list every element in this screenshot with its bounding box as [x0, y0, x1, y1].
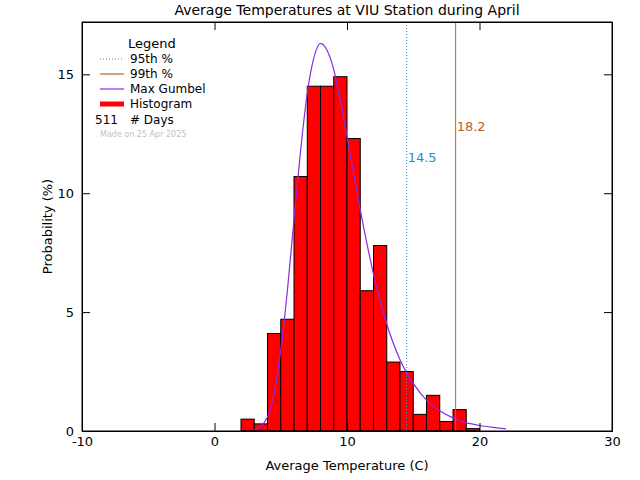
tick-mark	[604, 312, 612, 313]
gumbel-line	[254, 43, 506, 430]
histogram-bar	[294, 177, 307, 431]
tick-mark	[480, 423, 481, 431]
tick-mark	[82, 431, 90, 432]
tick-mark	[82, 22, 83, 30]
tick-mark	[347, 423, 348, 431]
legend-label: Max Gumbel	[130, 82, 206, 96]
tick: 10	[339, 423, 356, 449]
tick: 20	[472, 423, 489, 449]
tick-label: 5	[66, 305, 74, 320]
tick-label: 0	[211, 434, 219, 449]
histogram-bar	[374, 246, 387, 431]
axis-line	[82, 23, 83, 432]
days-count: 511	[95, 113, 118, 127]
x-axis: -10 0 10 20 30	[72, 423, 621, 449]
histogram-bar	[241, 419, 254, 431]
x-axis-title: Average Temperature (C)	[265, 458, 428, 473]
y-axis-right	[604, 23, 613, 432]
tick-mark	[604, 193, 612, 194]
histogram-bar	[440, 421, 453, 431]
tick-mark	[604, 74, 612, 75]
legend-label: 95th %	[130, 52, 173, 66]
histogram-bar	[268, 334, 281, 431]
tick	[215, 22, 216, 30]
tick	[604, 74, 612, 75]
tick	[604, 193, 612, 194]
y-axis: 0 5 10 15	[57, 23, 90, 439]
tick	[82, 22, 83, 30]
legend-swatch	[100, 88, 124, 89]
tick-mark	[604, 431, 612, 432]
tick	[604, 431, 612, 432]
chart: Average Temperatures at VIU Station duri…	[0, 0, 640, 480]
tick: 15	[57, 67, 90, 82]
plot-area	[241, 22, 506, 431]
histogram-bar	[427, 395, 440, 431]
tick-mark	[82, 74, 90, 75]
tick-mark	[347, 22, 348, 30]
tick	[480, 22, 481, 30]
tick-label: 10	[57, 186, 74, 201]
histogram-bar	[387, 362, 400, 431]
plot-frame	[82, 22, 612, 431]
tick	[347, 22, 348, 30]
tick: 0	[211, 423, 219, 449]
legend: Legend95th %99th %Max GumbelHistogram 511…	[95, 36, 205, 139]
histogram-bar	[321, 86, 334, 431]
tick-mark	[215, 22, 216, 30]
y-axis-title: Probability (%)	[40, 179, 55, 274]
days-label: # Days	[130, 113, 174, 127]
tick-label: 30	[604, 434, 621, 449]
legend-swatch	[100, 58, 124, 59]
histogram-bar	[307, 86, 320, 431]
tick-mark	[82, 312, 90, 313]
histogram-bar	[360, 291, 373, 431]
tick: 10	[57, 186, 90, 201]
legend-title: Legend	[128, 36, 176, 51]
percentile-line	[406, 22, 407, 431]
percentile-label: 14.5	[408, 150, 437, 165]
tick-label: 15	[57, 67, 74, 82]
legend-label: Histogram	[130, 97, 192, 111]
axis-line	[83, 431, 613, 432]
tick-label: 10	[339, 434, 356, 449]
tick-label: 0	[66, 424, 74, 439]
tick	[604, 312, 612, 313]
histogram-bar	[413, 414, 426, 431]
note: Made on 25 Apr 2025	[100, 130, 186, 139]
histogram-bar	[347, 139, 360, 431]
title: Average Temperatures at VIU Station duri…	[174, 2, 519, 18]
tick-mark	[480, 22, 481, 30]
tick-label: -10	[72, 434, 93, 449]
tick: 0	[66, 424, 90, 439]
legend-swatch	[100, 73, 124, 74]
tick: 5	[66, 305, 90, 320]
x-axis-top	[83, 22, 613, 30]
histogram-bar	[334, 77, 347, 431]
tick-label: 20	[472, 434, 489, 449]
histogram-bar	[254, 424, 267, 431]
axis-line	[612, 23, 613, 432]
tick-mark	[215, 423, 216, 431]
tick-mark	[82, 193, 90, 194]
legend-label: 99th %	[130, 67, 173, 81]
percentile-label: 18.2	[457, 119, 486, 134]
legend-swatch	[100, 102, 124, 107]
percentile-line	[455, 22, 456, 431]
